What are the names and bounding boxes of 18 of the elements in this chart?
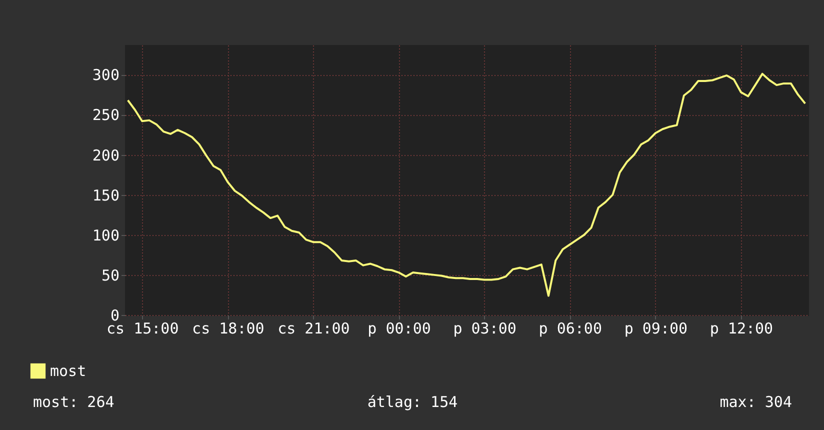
legend-label: most [50,362,86,380]
x-tick-label: cs 21:00 [278,320,350,338]
text: átlag: 154 [367,393,458,411]
y-tick-label: 250 [92,106,120,124]
text: most: 264 [33,393,114,411]
y-tick-label: 100 [92,226,120,244]
x-tick-label: p 12:00 [710,320,774,338]
x-tick-label: p 00:00 [368,320,431,338]
y-tick-label: 150 [92,186,120,204]
y-tick-label: 50 [101,266,120,284]
x-tick-label: cs 18:00 [192,320,264,338]
text: max: 304 [720,393,792,411]
line-series [126,72,806,297]
y-tick-label: 300 [92,66,120,84]
x-tick-label: p 06:00 [538,320,602,338]
x-tick-label: p 09:00 [624,320,688,338]
x-tick-label: p 03:00 [453,320,516,338]
y-tick-label: 200 [92,146,120,164]
